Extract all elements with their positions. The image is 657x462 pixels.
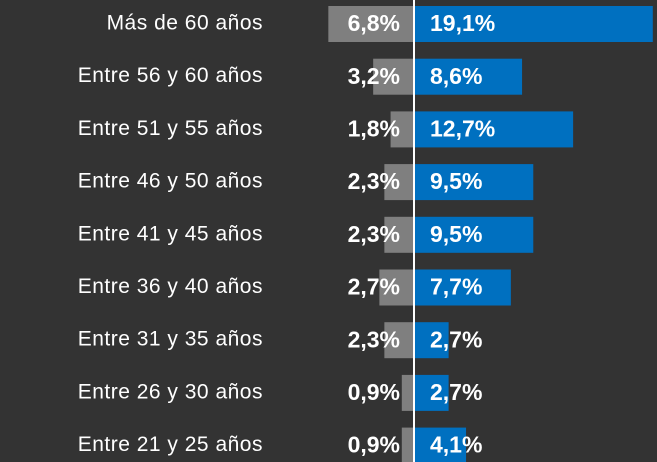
category-label: Entre 46 y 50 años [78, 170, 263, 193]
value-label: 2,7% [430, 326, 482, 352]
left-bar [401, 374, 413, 411]
left-bar [384, 322, 413, 359]
value-label: 6,8% [348, 10, 400, 36]
left-bar [384, 216, 413, 253]
right-bar [415, 427, 467, 462]
value-label: 2,3% [348, 221, 400, 247]
right-bar [415, 6, 653, 42]
left-bar [390, 111, 413, 148]
category-label: Entre 41 y 45 años [78, 222, 263, 245]
right-bar [415, 216, 534, 253]
value-label: 4,1% [430, 432, 482, 458]
value-label: 2,3% [348, 168, 400, 194]
right-bar [415, 269, 511, 306]
value-label: 1,8% [348, 115, 400, 141]
value-label: 9,5% [430, 221, 482, 247]
left-bar [384, 164, 413, 201]
value-label: 12,7% [430, 115, 495, 141]
category-label: Entre 21 y 25 años [78, 433, 263, 456]
value-label: 0,9% [348, 379, 400, 405]
category-label: Entre 56 y 60 años [78, 64, 263, 87]
left-bar [379, 269, 413, 306]
category-label: Más de 60 años [107, 12, 263, 35]
value-label: 0,9% [348, 432, 400, 458]
right-bar [415, 374, 449, 411]
category-label: Entre 51 y 55 años [78, 117, 263, 140]
left-bar [373, 58, 413, 95]
value-label: 3,2% [348, 63, 400, 89]
value-label: 19,1% [430, 10, 495, 36]
category-label: Entre 31 y 35 años [78, 328, 263, 351]
category-label: Entre 26 y 30 años [78, 380, 263, 403]
right-bar [415, 322, 449, 359]
value-label: 2,7% [348, 274, 400, 300]
left-bar [401, 427, 413, 462]
value-label: 8,6% [430, 63, 482, 89]
value-label: 2,3% [348, 326, 400, 352]
left-bar [328, 6, 413, 42]
right-bar [415, 164, 534, 201]
value-label: 9,5% [430, 168, 482, 194]
value-label: 2,7% [430, 379, 482, 405]
category-label: Entre 36 y 40 años [78, 275, 263, 298]
right-bar [415, 58, 523, 95]
right-bar [415, 111, 574, 148]
value-label: 7,7% [430, 274, 482, 300]
